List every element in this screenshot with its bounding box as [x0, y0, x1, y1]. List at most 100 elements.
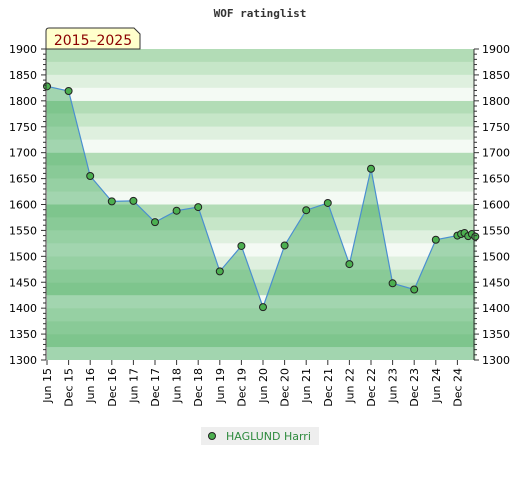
right-y-tick-label: 1850 — [482, 69, 510, 82]
x-tick-label: Dec 15 — [63, 368, 76, 407]
left-y-tick-label: 1600 — [9, 199, 37, 212]
right-y-tick-label: 1350 — [482, 328, 510, 341]
x-tick-label: Dec 24 — [451, 368, 464, 407]
left-y-tick-label: 1350 — [9, 328, 37, 341]
left-y-tick-label: 1650 — [9, 173, 37, 186]
background-band — [46, 347, 474, 360]
right-y-tick-label: 1700 — [482, 147, 510, 160]
left-y-tick-label: 1900 — [9, 43, 37, 56]
x-tick-label: Dec 18 — [192, 368, 205, 407]
plot-background-bands — [46, 49, 474, 360]
data-point — [151, 218, 159, 227]
x-axis-ticks: Jun 15 Dec 15 Jun 16 Dec 16 Jun 17 Dec 17 Jun … — [41, 360, 464, 407]
left-y-tick-label: 1300 — [9, 354, 37, 367]
background-band — [46, 204, 474, 218]
background-band — [46, 321, 474, 335]
x-tick-label: Dec 17 — [149, 368, 162, 407]
right-y-tick-label: 1600 — [482, 199, 510, 212]
series-area — [47, 86, 476, 360]
data-point — [431, 235, 440, 244]
legend[interactable]: HAGLUND Harri — [201, 427, 319, 445]
x-tick-label: Dec 22 — [365, 368, 378, 407]
data-point — [367, 164, 375, 173]
period-badge-box — [45, 27, 141, 50]
data-point — [172, 206, 181, 215]
right-y-tick-label: 1500 — [482, 250, 510, 263]
legend-marker-icon — [208, 432, 216, 440]
period-badge: 2015–2025 — [45, 27, 141, 50]
data-point — [388, 279, 397, 288]
background-band — [46, 230, 474, 244]
data-point — [107, 197, 116, 206]
background-band — [46, 295, 474, 309]
left-y-axis-ticks: 1300 1350 1400 1450 1500 1550 1600 1650 1700 1750… — [9, 43, 46, 367]
background-band — [46, 126, 474, 140]
data-point — [129, 196, 138, 205]
left-y-tick-label: 1400 — [9, 302, 37, 315]
left-y-tick-label: 1550 — [9, 224, 37, 237]
x-tick-label: Jun 17 — [127, 368, 140, 404]
background-band — [46, 139, 474, 153]
right-y-tick-label: 1750 — [482, 121, 510, 134]
x-tick-label: Jun 15 — [41, 368, 54, 404]
x-tick-label: Jun 21 — [300, 368, 313, 404]
x-tick-label: Dec 21 — [322, 368, 335, 407]
x-tick-label: Jun 16 — [84, 368, 97, 404]
background-band — [46, 243, 474, 257]
right-y-tick-label: 1400 — [482, 302, 510, 315]
data-point — [302, 206, 311, 215]
series-points — [43, 82, 480, 312]
background-band — [46, 61, 474, 75]
data-point — [259, 303, 267, 312]
x-tick-label: Jun 19 — [214, 368, 227, 404]
data-point — [43, 82, 51, 91]
period-badge-text: 2015–2025 — [54, 33, 132, 49]
left-y-tick-label: 1850 — [9, 69, 37, 82]
right-y-tick-label: 1550 — [482, 224, 510, 237]
background-band — [46, 87, 474, 101]
left-y-tick-label: 1700 — [9, 147, 37, 160]
right-y-tick-label: 1800 — [482, 95, 510, 108]
x-tick-label: Dec 16 — [106, 368, 119, 407]
x-tick-label: Jun 22 — [343, 368, 356, 404]
background-band — [46, 165, 474, 179]
chart-title: WOF ratinglist — [214, 7, 307, 20]
legend-label: HAGLUND Harri — [226, 430, 311, 443]
x-tick-label: Jun 23 — [387, 368, 400, 404]
background-band — [46, 49, 474, 62]
data-point — [280, 241, 289, 250]
background-band — [46, 282, 474, 296]
right-y-tick-label: 1450 — [482, 276, 510, 289]
x-tick-label: Dec 19 — [235, 368, 248, 407]
data-point — [215, 267, 224, 276]
right-y-axis-ticks: 1300 1350 1400 1450 1500 1550 1600 1650 1700 1750… — [474, 43, 510, 367]
series-area-fill — [47, 86, 476, 360]
data-point — [64, 86, 73, 95]
x-tick-label: Jun 18 — [171, 368, 184, 404]
background-band — [46, 178, 474, 192]
background-band — [46, 113, 474, 127]
data-point — [345, 260, 354, 269]
left-y-tick-label: 1800 — [9, 95, 37, 108]
background-band — [46, 256, 474, 270]
x-tick-label: Dec 20 — [279, 368, 292, 407]
left-y-tick-label: 1450 — [9, 276, 37, 289]
data-point — [194, 203, 203, 212]
background-band — [46, 152, 474, 166]
background-band — [46, 74, 474, 88]
data-point — [86, 171, 95, 180]
x-tick-label: Dec 23 — [408, 368, 421, 407]
legend-box — [201, 427, 319, 445]
left-y-tick-label: 1500 — [9, 250, 37, 263]
background-band — [46, 191, 474, 205]
data-point — [323, 198, 332, 207]
x-tick-label: Jun 20 — [257, 368, 270, 404]
x-tick-label: Jun 24 — [430, 368, 443, 404]
background-band — [46, 334, 474, 348]
data-point — [471, 232, 480, 241]
data-point — [237, 241, 246, 250]
background-band — [46, 308, 474, 322]
background-band — [46, 269, 474, 283]
right-y-tick-label: 1650 — [482, 173, 510, 186]
